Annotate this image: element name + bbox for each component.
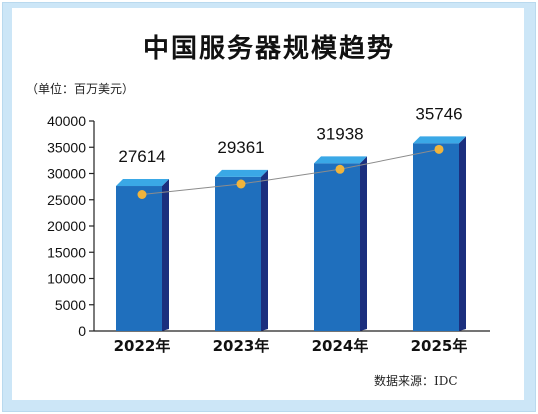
x-tick-label: 2025年	[411, 337, 468, 355]
trend-marker	[434, 144, 444, 154]
bar-top	[314, 156, 367, 164]
bar	[215, 176, 261, 331]
bar-side	[360, 156, 367, 331]
bar-side	[261, 169, 268, 331]
y-tick-label: 30000	[47, 166, 86, 182]
bar-side	[459, 136, 466, 331]
bar	[314, 163, 360, 331]
data-label: 29361	[217, 138, 264, 157]
trend-marker	[236, 179, 246, 189]
trend-marker	[137, 190, 147, 199]
bar-top	[413, 136, 466, 144]
data-label: 35746	[415, 104, 462, 123]
y-tick-label: 5000	[55, 297, 86, 313]
bar	[413, 143, 459, 331]
x-tick-label: 2024年	[312, 337, 369, 355]
y-tick-label: 40000	[47, 113, 86, 129]
bar-top	[116, 179, 169, 187]
y-tick-label: 20000	[47, 218, 86, 234]
chart-title: 中国服务器规模趋势	[142, 34, 395, 64]
y-tick-label: 0	[78, 323, 86, 339]
y-tick-label: 10000	[47, 271, 86, 287]
data-label: 27614	[118, 147, 165, 166]
y-tick-label: 15000	[47, 244, 86, 260]
unit-note: （单位：百万美元）	[26, 82, 135, 96]
trend-line	[141, 148, 440, 195]
x-tick-label: 2022年	[114, 337, 171, 355]
bar-top	[215, 169, 268, 177]
bar-side	[162, 179, 169, 331]
y-tick-label: 35000	[47, 139, 86, 155]
y-tick-label: 25000	[47, 192, 86, 208]
source-note: 数据来源：IDC	[374, 374, 458, 388]
bar	[116, 186, 162, 331]
x-tick-label: 2023年	[213, 337, 270, 355]
data-label: 31938	[316, 124, 363, 143]
trend-marker	[335, 164, 345, 174]
